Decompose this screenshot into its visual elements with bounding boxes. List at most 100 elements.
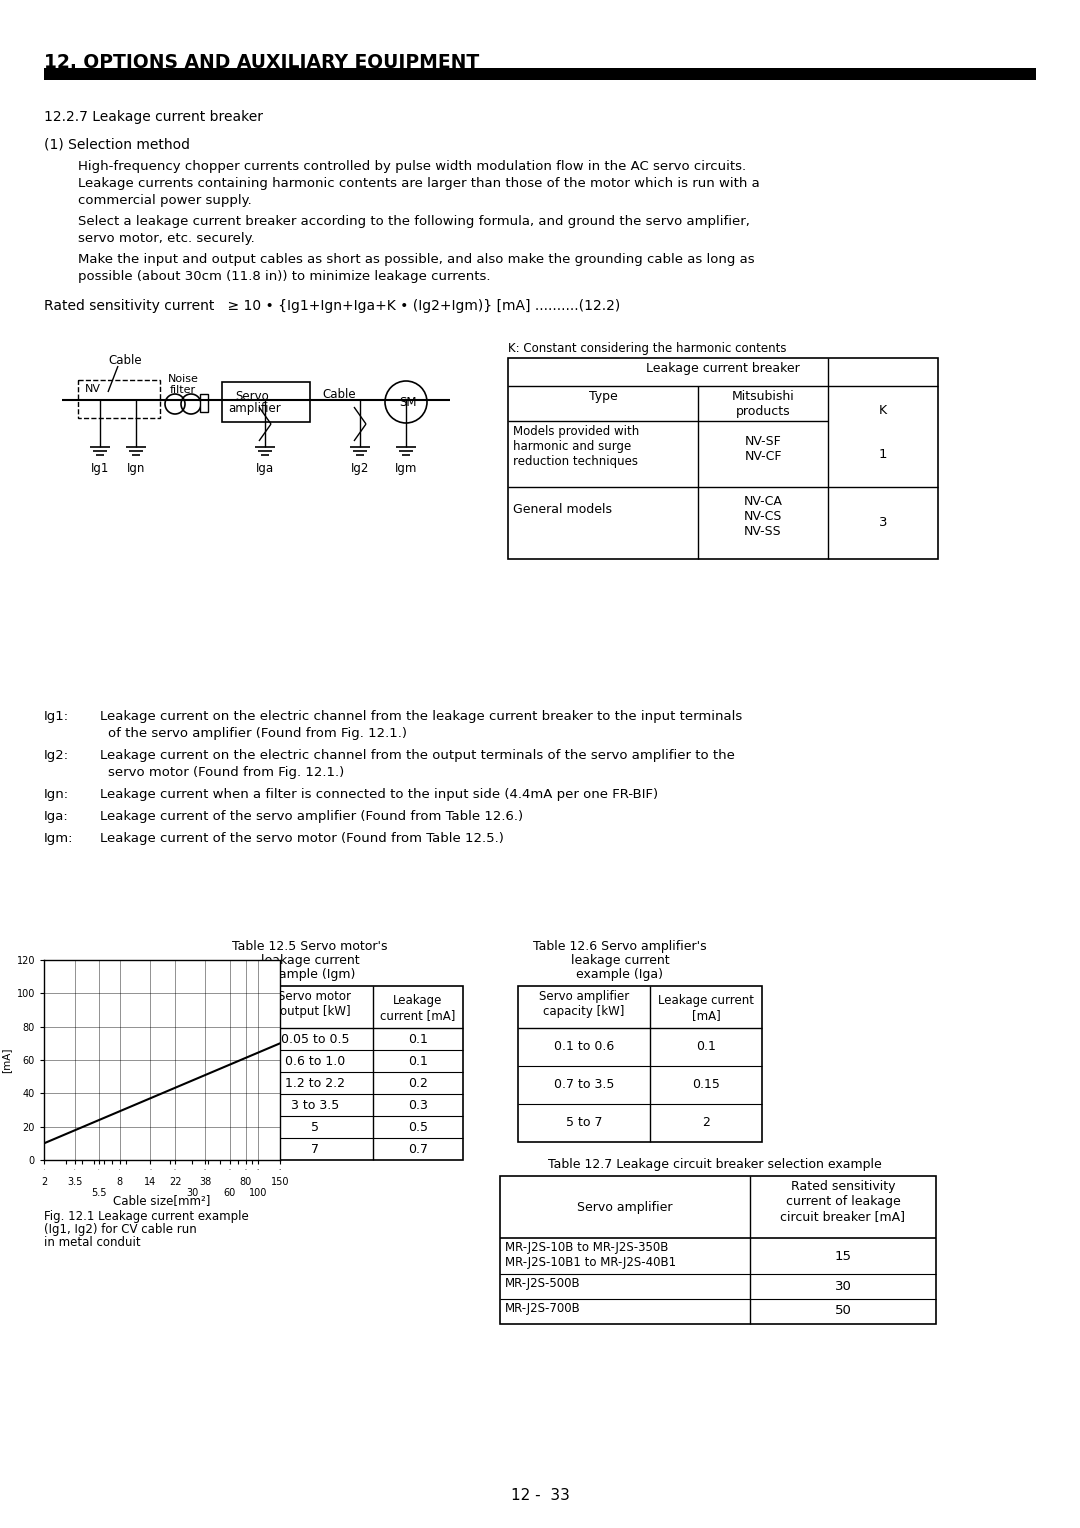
Text: Rated sensitivity current   ≥ 10 • {Ig1+Ign+Iga+K • (Ig2+Igm)} [mA] ..........(1: Rated sensitivity current ≥ 10 • {Ig1+Ig… [44,299,620,313]
Text: 12 -  33: 12 - 33 [511,1488,569,1504]
Text: 0.1: 0.1 [408,1054,428,1068]
Text: example (Igm): example (Igm) [265,969,355,981]
Bar [44,69,1036,79]
Bar [222,382,310,422]
Text: of the servo amplifier (Found from Fig. 12.1.): of the servo amplifier (Found from Fig. … [108,727,407,740]
Text: 5 to 7: 5 to 7 [566,1117,603,1129]
Text: 22: 22 [168,1177,181,1187]
Text: 0.7 to 3.5: 0.7 to 3.5 [554,1079,615,1091]
Text: 0.7: 0.7 [408,1143,428,1157]
Text: SM: SM [399,396,417,410]
Text: 0.1: 0.1 [697,1041,716,1053]
Text: General models: General models [513,503,612,516]
Bar [200,394,208,413]
Text: 50: 50 [835,1305,851,1317]
Text: 100: 100 [248,1187,267,1198]
Text: Mitsubishi
products: Mitsubishi products [731,390,795,419]
Text: Servo: Servo [235,390,269,403]
Text: Select a leakage current breaker according to the following formula, and ground : Select a leakage current breaker accordi… [78,215,750,228]
Text: MR-J2S-500B: MR-J2S-500B [505,1277,581,1290]
Text: Servo amplifier
capacity [kW]: Servo amplifier capacity [kW] [539,990,630,1018]
Text: Igm: Igm [395,461,417,475]
Text: 5: 5 [311,1122,319,1134]
Text: in metal conduit: in metal conduit [44,1236,140,1248]
Text: 0.15: 0.15 [692,1079,720,1091]
Text: possible (about 30cm (11.8 in)) to minimize leakage currents.: possible (about 30cm (11.8 in)) to minim… [78,270,490,283]
Text: 7: 7 [311,1143,319,1157]
Text: Ig2:: Ig2: [44,749,69,762]
Text: Make the input and output cables as short as possible, and also make the groundi: Make the input and output cables as shor… [78,254,755,266]
Text: Iga: Iga [256,461,274,475]
Text: (Ig1, Ig2) for CV cable run: (Ig1, Ig2) for CV cable run [44,1222,197,1236]
Text: 3.5: 3.5 [67,1177,82,1187]
Text: Cable: Cable [108,354,141,367]
Text: Table 12.6 Servo amplifier's: Table 12.6 Servo amplifier's [534,940,706,953]
Text: 2: 2 [702,1117,710,1129]
Text: amplifier: amplifier [228,402,281,416]
Text: 15: 15 [835,1250,851,1262]
Text: Ig1:: Ig1: [44,711,69,723]
Text: commercial power supply.: commercial power supply. [78,194,252,206]
Text: Leakage currents containing harmonic contents are larger than those of the motor: Leakage currents containing harmonic con… [78,177,759,189]
Text: Table 12.5 Servo motor's: Table 12.5 Servo motor's [232,940,388,953]
Text: 3: 3 [879,516,888,530]
Text: NV-SF
NV-CF: NV-SF NV-CF [744,435,782,463]
Text: NV: NV [85,384,102,394]
Text: Ig1: Ig1 [91,461,109,475]
Text: 0.6 to 1.0: 0.6 to 1.0 [285,1054,346,1068]
Text: example (Iga): example (Iga) [577,969,663,981]
Text: 14: 14 [145,1177,157,1187]
Text: 1.2 to 2.2: 1.2 to 2.2 [285,1077,345,1089]
Text: Models provided with
harmonic and surge
reduction techniques: Models provided with harmonic and surge … [513,425,639,468]
Text: Igm:: Igm: [44,833,73,845]
Text: 1: 1 [879,448,888,460]
Text: servo motor (Found from Fig. 12.1.): servo motor (Found from Fig. 12.1.) [108,766,345,779]
Text: 0.1: 0.1 [408,1033,428,1047]
Text: Leakage current on the electric channel from the output terminals of the servo a: Leakage current on the electric channel … [100,749,734,762]
Bar [508,358,939,559]
Text: K: K [879,405,887,417]
Text: 5.5: 5.5 [92,1187,107,1198]
Text: leakage current: leakage current [260,953,360,967]
Y-axis label: Leakage current
[mA]: Leakage current [mA] [0,1018,11,1102]
Text: Table 12.7 Leakage circuit breaker selection example: Table 12.7 Leakage circuit breaker selec… [549,1158,882,1170]
Text: MR-J2S-700B: MR-J2S-700B [505,1302,581,1316]
Text: Servo motor
output [kW]: Servo motor output [kW] [279,990,351,1018]
Text: High-frequency chopper currents controlled by pulse width modulation flow in the: High-frequency chopper currents controll… [78,160,746,173]
Text: 0.3: 0.3 [408,1099,428,1112]
Text: Leakage current of the servo amplifier (Found from Table 12.6.): Leakage current of the servo amplifier (… [100,810,523,824]
Text: Iga:: Iga: [44,810,69,824]
Text: Servo amplifier: Servo amplifier [577,1201,673,1213]
Text: 0.2: 0.2 [408,1077,428,1089]
Text: Ign: Ign [126,461,145,475]
Text: Ig2: Ig2 [351,461,369,475]
Bar [518,986,762,1141]
Text: Ign:: Ign: [44,788,69,801]
Text: 60: 60 [224,1187,237,1198]
Text: Noise: Noise [168,374,199,384]
Text: Fig. 12.1 Leakage current example: Fig. 12.1 Leakage current example [44,1210,248,1222]
Text: 0.1 to 0.6: 0.1 to 0.6 [554,1041,615,1053]
Bar [258,986,463,1160]
Text: 12. OPTIONS AND AUXILIARY EQUIPMENT: 12. OPTIONS AND AUXILIARY EQUIPMENT [44,52,480,70]
Text: MR-J2S-10B to MR-J2S-350B
MR-J2S-10B1 to MR-J2S-40B1: MR-J2S-10B to MR-J2S-350B MR-J2S-10B1 to… [505,1241,676,1268]
Bar [500,1177,936,1323]
Text: Leakage current
[mA]: Leakage current [mA] [658,995,754,1022]
Text: 0.05 to 0.5: 0.05 to 0.5 [281,1033,349,1047]
Text: 30: 30 [186,1187,198,1198]
Text: servo motor, etc. securely.: servo motor, etc. securely. [78,232,255,244]
Text: K: Constant considering the harmonic contents: K: Constant considering the harmonic con… [508,342,786,354]
Text: leakage current: leakage current [570,953,670,967]
Text: 12.2.7 Leakage current breaker: 12.2.7 Leakage current breaker [44,110,264,124]
Text: 8: 8 [117,1177,123,1187]
Text: (1) Selection method: (1) Selection method [44,138,190,151]
Text: Type: Type [589,390,618,403]
Text: Cable: Cable [322,388,355,400]
Text: Leakage current breaker: Leakage current breaker [646,362,800,374]
Text: 30: 30 [835,1279,851,1293]
Text: 150: 150 [271,1177,289,1187]
Text: NV-CA
NV-CS
NV-SS: NV-CA NV-CS NV-SS [743,495,782,538]
Text: Rated sensitivity
current of leakage
circuit breaker [mA]: Rated sensitivity current of leakage cir… [781,1180,905,1222]
Text: 80: 80 [240,1177,252,1187]
Text: 2: 2 [41,1177,48,1187]
